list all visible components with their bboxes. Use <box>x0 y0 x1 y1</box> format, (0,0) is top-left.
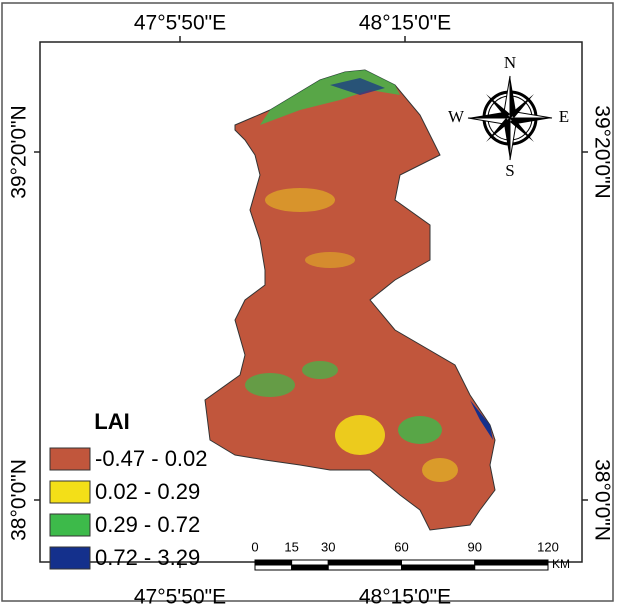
legend-title: LAI <box>94 409 129 434</box>
legend-swatch <box>49 513 91 537</box>
legend-swatch <box>49 447 91 471</box>
scale-segment <box>254 559 293 566</box>
coordinate-labels: 47°5'50"E 48°15'0"E 47°5'50"E 48°15'0"E 39°2… <box>8 12 614 605</box>
scale-label: 0 <box>251 539 258 554</box>
scale-segment <box>474 564 549 571</box>
scale-label: 120 <box>537 539 559 554</box>
scale-label: 90 <box>468 539 482 554</box>
right-coord-label: 39°20'0"N <box>590 105 613 198</box>
legend-swatch <box>49 546 91 570</box>
legend-label: 0.02 - 0.29 <box>95 479 200 504</box>
compass-e: E <box>559 107 569 126</box>
scale-segment <box>474 559 549 566</box>
scale-segment <box>401 564 476 571</box>
compass-s: S <box>505 161 514 180</box>
legend-swatch <box>49 480 91 504</box>
legend-label: 0.29 - 0.72 <box>95 512 200 537</box>
scale-segment <box>254 564 293 571</box>
scale-segment <box>327 564 402 571</box>
scale-label: 15 <box>284 539 298 554</box>
scale-segment <box>327 559 402 566</box>
scale-segment <box>291 559 329 566</box>
legend: -0.47 - 0.02 0.02 - 0.29 0.29 - 0.72 0.72 -… <box>49 446 208 570</box>
scale-unit: KM <box>552 557 570 571</box>
scale-label: 30 <box>321 539 335 554</box>
scale-segment <box>401 559 476 566</box>
top-coord-label: 47°5'50"E <box>134 12 226 35</box>
scale-label: 60 <box>394 539 408 554</box>
bottom-coord-label: 47°5'50"E <box>134 586 226 605</box>
legend-label: 0.72 - 3.29 <box>95 545 200 570</box>
left-coord-label: 39°20'0"N <box>8 105 31 198</box>
bottom-coord-label: 48°15'0"E <box>359 586 451 605</box>
compass-n: N <box>504 53 516 72</box>
compass-rose: N E S W <box>448 53 569 180</box>
right-coord-label: 38°0'0"N <box>590 459 613 541</box>
scale-bar: 0 15 30 60 90 120 KM <box>251 539 570 571</box>
scale-segment <box>291 564 329 571</box>
legend-label: -0.47 - 0.02 <box>95 446 208 471</box>
study-area <box>204 69 496 531</box>
left-coord-label: 38°0'0"N <box>8 459 31 541</box>
top-coord-label: 48°15'0"E <box>359 12 451 35</box>
compass-w: W <box>448 107 465 126</box>
